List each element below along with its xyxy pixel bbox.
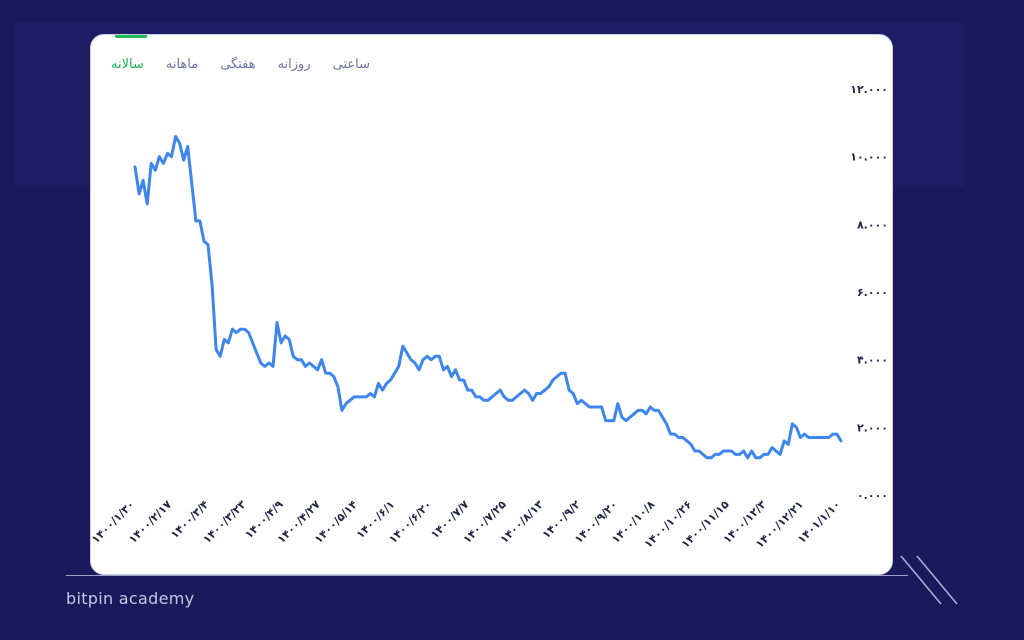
price-series-line [133,134,843,460]
y-axis: ۰.۰۰۰ ۲.۰۰۰ ۴.۰۰۰ ۶.۰۰۰ ۸.۰۰۰ ۱۰.۰۰۰ ۱۲.۰۰۰ [850,83,888,502]
y-tick-label: ۸.۰۰۰ [857,218,888,231]
y-tick-label: ۱۰.۰۰۰ [850,151,888,164]
y-tick-label: ۰.۰۰۰ [857,489,888,502]
tab-monthly[interactable]: ماهانه [165,57,199,72]
tab-hourly[interactable]: ساعتی [332,57,370,72]
brand-label: bitpin academy [66,589,195,608]
tab-weekly[interactable]: هفتگی [220,57,256,72]
decorative-slash-lines [900,555,958,605]
y-tick-label: ۲.۰۰۰ [857,421,888,434]
y-tick-label: ۴.۰۰۰ [857,354,888,367]
price-chart-card: سالانه ماهانه هفتگی روزانه ساعتی ۰.۰۰۰ ۲.… [90,34,893,575]
y-tick-label: ۱۲.۰۰۰ [850,83,888,96]
price-line-chart: ۰.۰۰۰ ۲.۰۰۰ ۴.۰۰۰ ۶.۰۰۰ ۸.۰۰۰ ۱۰.۰۰۰ ۱۲.۰۰۰ ۱۴… [91,83,888,551]
x-axis: ۱۴۰۰/۱/۳۰۱۴۰۰/۲/۱۷۱۴۰۰/۳/۴۱۴۰۰/۳/۲۳۱۴۰۰/… [91,498,843,551]
timeframe-tabs: سالانه ماهانه هفتگی روزانه ساعتی [111,57,370,72]
y-tick-label: ۶.۰۰۰ [857,286,888,299]
active-tab-indicator [115,35,147,38]
tab-yearly[interactable]: سالانه [111,57,144,72]
footer-divider [66,575,908,576]
tab-daily[interactable]: روزانه [277,57,311,72]
